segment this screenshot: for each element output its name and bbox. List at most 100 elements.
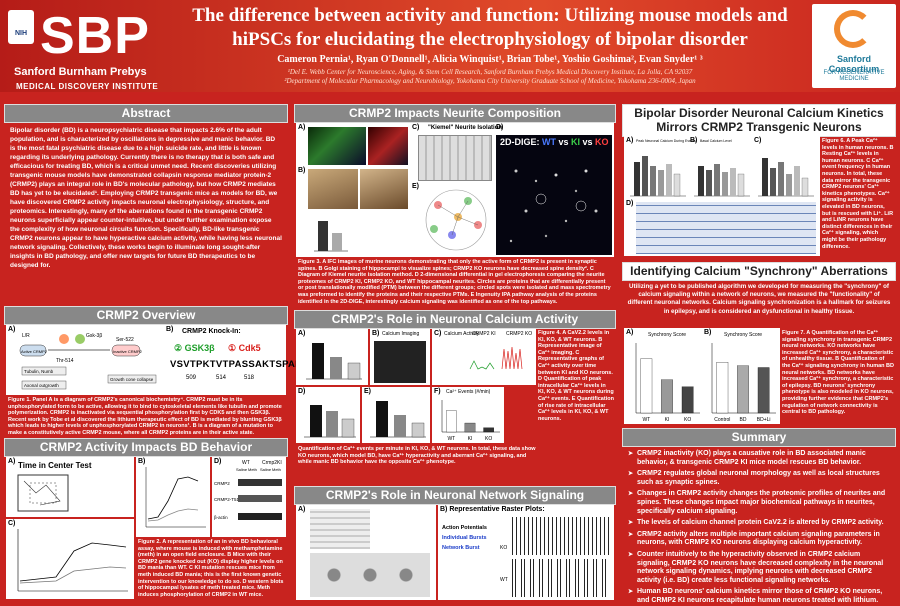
- blot-group-wt: WT: [242, 460, 250, 466]
- affiliation-1: ¹Del E. Webb Center for Neuroscience, Ag…: [287, 68, 693, 76]
- figure-4-caption: Figure 4. A CaV2.2 levels in KI, KO, & W…: [538, 330, 614, 422]
- calcium-panel-c: C) Calcium Activity CRMP2 KI CRMP2 KO: [432, 329, 536, 385]
- mea-wells-image: [310, 553, 430, 597]
- neurite-heading: CRMP2 Impacts Neurite Composition: [294, 104, 616, 123]
- active-node-label: Active CRMP2: [21, 349, 48, 354]
- calcium-traces: [469, 346, 523, 370]
- legend-title: Action Potentials: [442, 525, 487, 531]
- bipolar-panel-c-label: C): [754, 137, 762, 144]
- bar-control: [716, 362, 729, 414]
- blot-cond-1: Saline: [236, 467, 248, 472]
- neurite-panel-e-label: E): [412, 183, 419, 190]
- thr-node-label: Thr-514: [56, 358, 74, 364]
- calcium-section: CRMP2's Role in Neuronal Calcium Activit…: [294, 310, 616, 484]
- dige-title: 2D-DIGE: WT vs KI vs KO: [500, 137, 609, 147]
- ser-node-label: Ser-522: [116, 337, 134, 343]
- blot-label-t514: CRMP2-T514: [214, 497, 242, 502]
- synchrony-text: Utilizing a yet to be published algorith…: [627, 283, 891, 315]
- bipolar-panel-b-label: B): [690, 137, 698, 144]
- calcium-panel-b: B) Calcium Imaging: [370, 329, 430, 385]
- legend-individual: Individual Bursts: [442, 535, 487, 541]
- figure-6-caption: Figure 6. A Peak Ca²⁺ levels in human ne…: [822, 138, 894, 250]
- calcium-activity-title: Calcium Activity: [444, 331, 480, 337]
- network-section: CRMP2's Role in Neuronal Network Signali…: [294, 486, 616, 600]
- neurite-panel-b-label: B): [298, 167, 306, 174]
- ca-events-chart: WT KI KO: [441, 400, 500, 442]
- blot-band-actin: [238, 513, 282, 520]
- synchrony-chart-b: Control BD BD+Li: [711, 343, 776, 423]
- synchrony-figure: A) B) Synchrony Score Synchrony Score WT…: [624, 328, 780, 424]
- behavior-panel-a-label: A): [8, 458, 16, 465]
- figure-3-caption: Figure 3. A IFC images of murine neurons…: [298, 259, 611, 305]
- summary-item: Changes in CRMP2 activity changes the pr…: [628, 490, 890, 516]
- trace-label-ki: CRMP2 KI: [472, 331, 496, 337]
- seq-num-518: 518: [244, 375, 255, 381]
- bar-bd-li: [757, 367, 770, 414]
- calcium-panel-c-label: C): [434, 330, 442, 337]
- overview-panel-a-label: A): [8, 326, 16, 333]
- sbp-logo-name: Sanford Burnham Prebys: [14, 66, 147, 78]
- tick-label-wt: WT: [642, 417, 650, 423]
- crmp2-overview-heading: CRMP2 Overview: [4, 306, 288, 325]
- calcium-imaging-image: [374, 341, 426, 383]
- network-panel-b-label: B) Representative Raster Plots:: [440, 506, 545, 513]
- synchrony-section: Identifying Calcium "Synchrony" Aberrati…: [622, 262, 896, 426]
- axonal-outgrowth-box: [21, 380, 67, 390]
- tick-label-bd-li: BD+Li: [757, 417, 771, 423]
- summary-item: CRMP2 inactivity (KO) plays a causative …: [628, 450, 890, 467]
- consortium-ring-icon: [834, 10, 872, 48]
- inactive-node-label: Inactive CRMP2: [113, 349, 143, 354]
- bar-wt: [446, 410, 457, 433]
- synchrony-chart-a: WT KI KO: [635, 343, 700, 423]
- blot-label-crmp2: CRMP2: [214, 481, 230, 486]
- calcium-imaging-title: Calcium Imaging: [382, 331, 420, 337]
- synchrony-panel-b-label: B): [704, 329, 712, 336]
- bar-ko: [483, 427, 494, 433]
- abstract-text: Bipolar disorder (BD) is a neuropsychiat…: [10, 127, 282, 269]
- bar-wt: [640, 358, 653, 414]
- seq-num-514: 514: [216, 375, 227, 381]
- behavior-panel-b-figure: B): [136, 457, 210, 537]
- figure-7-caption: Figure 7. A Quantification of the Ca²⁺ s…: [782, 330, 894, 416]
- behavior-line-chart: C): [6, 519, 134, 599]
- raster-plot-wt: [512, 559, 610, 597]
- bipolar-kinetics-section: Bipolar Disorder Neuronal Calcium Kineti…: [622, 104, 896, 258]
- neurite-section: CRMP2 Impacts Neurite Composition A) B) …: [294, 104, 616, 308]
- peak-calcium-chart: [304, 405, 356, 438]
- bipolar-heading-line-1: Bipolar Disorder Neuronal Calcium Kineti…: [634, 106, 884, 120]
- bar-bd: [737, 365, 749, 414]
- summary-section: Summary CRMP2 inactivity (KO) plays a ca…: [622, 428, 896, 604]
- blot-band-crmp2: [238, 479, 282, 486]
- summary-item: Human BD neurons' calcium kinetics mirro…: [628, 588, 890, 605]
- tick-label-ki: KI: [468, 436, 473, 442]
- trace-label-ko: CRMP2 KO: [506, 331, 533, 337]
- kiemel-diagram: [418, 135, 492, 181]
- sbp-logo-subtitle: MEDICAL DISCOVERY INSTITUTE: [16, 82, 159, 91]
- calcium-panel-a: A): [296, 329, 368, 385]
- blot-label-actin: β-actin: [214, 515, 228, 520]
- seq-num-509: 509: [186, 375, 197, 381]
- behavior-panel-c-label: C): [8, 520, 16, 527]
- time-in-center-figure: A) Time in Center Test: [6, 457, 134, 517]
- figure-4-caption-bottom: Quantification of Ca²⁺ events per minute…: [298, 446, 536, 466]
- calcium-panel-d: D): [296, 387, 360, 443]
- poster-affiliations: ¹Del E. Webb Center for Neuroscience, Ag…: [180, 68, 800, 86]
- abstract-section: Abstract Bipolar disorder (BD) is a neur…: [4, 104, 288, 304]
- calcium-panel-a-label: A): [298, 330, 306, 337]
- crmp2-sequence: VSVTPKTVTPASSAKTSPAKQ: [170, 359, 311, 370]
- tick-label-ko: KO: [485, 436, 492, 442]
- raster-label-ko: KO: [500, 545, 508, 551]
- inactive-crmp2-node: [111, 344, 141, 357]
- golgi-image-2: [360, 169, 408, 209]
- golgi-image-1: [308, 169, 358, 209]
- crmp2-pathway-diagram: L/R Gsk-3β Ser-522 Thr-514 Active CRMP2 …: [19, 333, 157, 390]
- knockin-title: CRMP2 Knock-In:: [182, 328, 241, 335]
- growth-cone-box: [107, 374, 157, 384]
- nih-logo: NIH: [8, 10, 34, 44]
- tubulin-label: Tubulin, Numb: [24, 369, 54, 374]
- neurite-figure: A) B) C) "Kiemel" Neurite Isolation E) D…: [296, 123, 614, 257]
- tick-label-bd: BD: [740, 417, 747, 423]
- abstract-heading: Abstract: [4, 104, 288, 123]
- dige-spots: [509, 169, 598, 243]
- bar-ko: [681, 386, 694, 414]
